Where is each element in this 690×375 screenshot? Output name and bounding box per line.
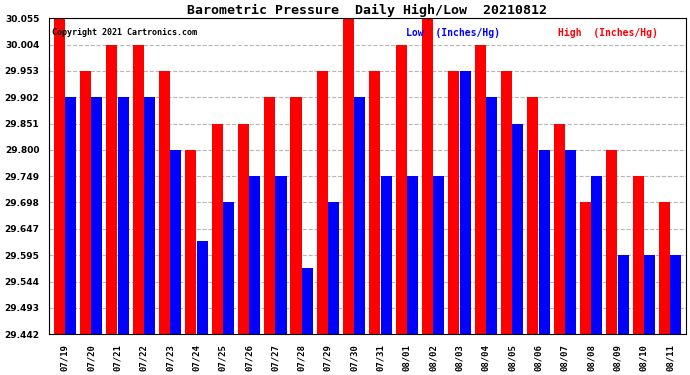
Bar xyxy=(144,97,155,334)
Bar xyxy=(633,176,644,334)
Bar xyxy=(328,202,339,334)
Bar xyxy=(580,202,591,334)
Bar xyxy=(170,150,181,334)
Bar xyxy=(539,150,550,334)
Bar xyxy=(159,71,170,334)
Bar xyxy=(212,123,223,334)
Text: High  (Inches/Hg): High (Inches/Hg) xyxy=(558,28,658,38)
Bar xyxy=(501,71,512,334)
Bar xyxy=(381,176,392,334)
Bar xyxy=(369,71,380,334)
Bar xyxy=(395,45,407,334)
Bar xyxy=(618,255,629,334)
Bar xyxy=(607,150,618,334)
Bar xyxy=(65,97,76,334)
Bar xyxy=(433,176,444,334)
Bar xyxy=(475,45,486,334)
Bar xyxy=(249,176,260,334)
Bar xyxy=(486,97,497,334)
Bar xyxy=(117,97,128,334)
Title: Barometric Pressure  Daily High/Low  20210812: Barometric Pressure Daily High/Low 20210… xyxy=(188,4,547,17)
Bar xyxy=(460,71,471,334)
Bar xyxy=(275,176,286,334)
Bar xyxy=(264,97,275,334)
Bar xyxy=(659,202,670,334)
Bar xyxy=(91,97,102,334)
Bar xyxy=(197,242,208,334)
Bar xyxy=(54,18,65,334)
Bar xyxy=(670,255,681,334)
Bar xyxy=(132,45,144,334)
Bar xyxy=(591,176,602,334)
Bar xyxy=(407,176,418,334)
Bar xyxy=(448,71,460,334)
Bar xyxy=(644,255,655,334)
Bar xyxy=(106,45,117,334)
Bar xyxy=(343,18,354,334)
Bar xyxy=(80,71,91,334)
Bar xyxy=(553,123,564,334)
Bar xyxy=(290,97,302,334)
Bar xyxy=(512,123,523,334)
Text: Copyright 2021 Cartronics.com: Copyright 2021 Cartronics.com xyxy=(52,28,197,37)
Bar xyxy=(302,268,313,334)
Bar xyxy=(317,71,328,334)
Bar xyxy=(422,18,433,334)
Bar xyxy=(527,97,538,334)
Bar xyxy=(238,123,249,334)
Bar xyxy=(185,150,196,334)
Bar xyxy=(355,97,366,334)
Bar xyxy=(223,202,234,334)
Text: Low  (Inches/Hg): Low (Inches/Hg) xyxy=(406,28,500,38)
Bar xyxy=(565,150,576,334)
